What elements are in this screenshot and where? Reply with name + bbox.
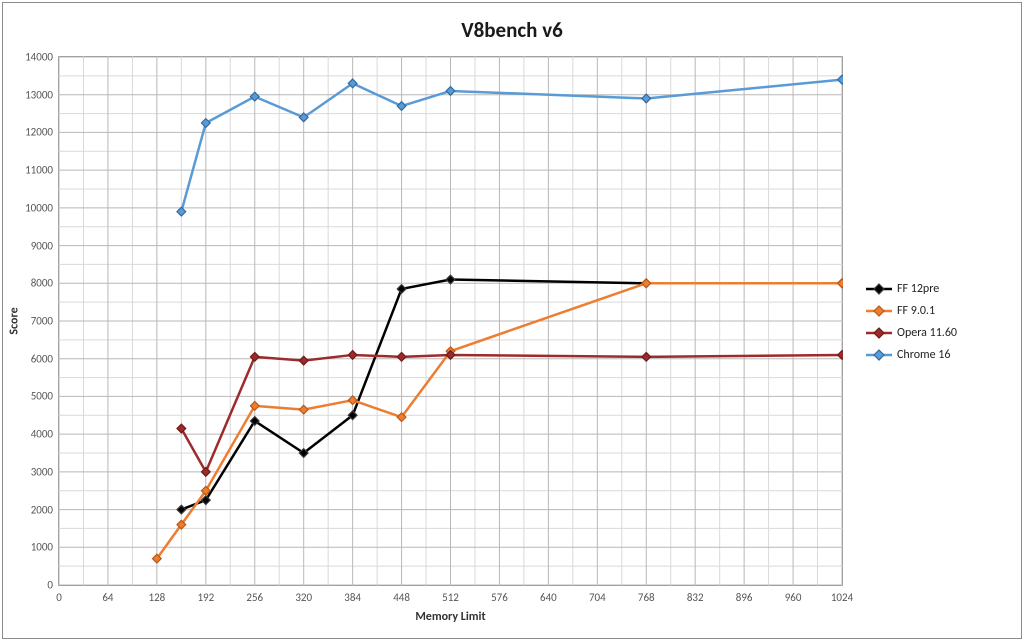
chart-title: V8bench v6 [3, 17, 1021, 43]
series-Opera-11.60 [177, 351, 843, 477]
x-tick: 960 [785, 591, 802, 604]
y-tick: 2000 [13, 503, 53, 516]
y-tick: 14000 [13, 51, 53, 64]
plot-svg [58, 56, 843, 586]
legend: FF 12pre FF 9.0.1 Opera 11.60 Chrome 16 [865, 278, 957, 366]
x-tick: 384 [344, 591, 361, 604]
x-tick: 192 [197, 591, 214, 604]
x-tick: 768 [638, 591, 655, 604]
y-tick: 0 [13, 579, 53, 592]
x-tick: 1024 [831, 591, 853, 604]
legend-label: Opera 11.60 [897, 326, 957, 340]
y-tick: 3000 [13, 465, 53, 478]
y-tick: 1000 [13, 541, 53, 554]
x-tick: 320 [295, 591, 312, 604]
y-tick: 13000 [13, 88, 53, 101]
legend-item: Opera 11.60 [865, 322, 957, 344]
x-tick: 0 [56, 591, 62, 604]
y-tick: 11000 [13, 164, 53, 177]
x-tick: 576 [491, 591, 508, 604]
x-tick: 448 [393, 591, 410, 604]
series-FF-12pre [177, 275, 843, 514]
x-tick: 640 [540, 591, 557, 604]
legend-label: FF 9.0.1 [897, 304, 935, 318]
legend-swatch [865, 347, 893, 363]
legend-item: FF 12pre [865, 278, 957, 300]
legend-item: Chrome 16 [865, 344, 957, 366]
x-tick: 704 [589, 591, 606, 604]
legend-label: FF 12pre [897, 282, 939, 296]
chart-frame: V8bench v6 Score Memory Limit 0641281922… [2, 2, 1022, 639]
y-tick: 6000 [13, 352, 53, 365]
legend-label: Chrome 16 [897, 348, 950, 362]
y-tick: 12000 [13, 126, 53, 139]
y-tick: 5000 [13, 390, 53, 403]
x-tick: 128 [149, 591, 166, 604]
x-tick: 832 [687, 591, 704, 604]
y-tick: 10000 [13, 201, 53, 214]
y-tick: 4000 [13, 428, 53, 441]
legend-swatch [865, 325, 893, 341]
x-tick: 512 [442, 591, 459, 604]
y-tick: 8000 [13, 277, 53, 290]
x-tick: 64 [102, 591, 113, 604]
major-grid [58, 56, 843, 586]
legend-swatch [865, 303, 893, 319]
plot-area [58, 56, 843, 586]
x-tick: 256 [246, 591, 263, 604]
series-Chrome-16 [177, 75, 843, 216]
x-tick: 896 [736, 591, 753, 604]
legend-swatch [865, 281, 893, 297]
y-tick: 9000 [13, 239, 53, 252]
x-axis-label: Memory Limit [58, 610, 843, 624]
legend-item: FF 9.0.1 [865, 300, 957, 322]
y-tick: 7000 [13, 315, 53, 328]
